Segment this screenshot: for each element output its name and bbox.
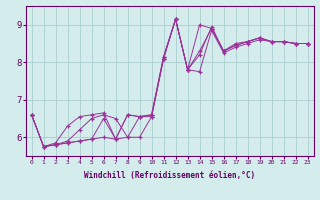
X-axis label: Windchill (Refroidissement éolien,°C): Windchill (Refroidissement éolien,°C) [84, 171, 255, 180]
